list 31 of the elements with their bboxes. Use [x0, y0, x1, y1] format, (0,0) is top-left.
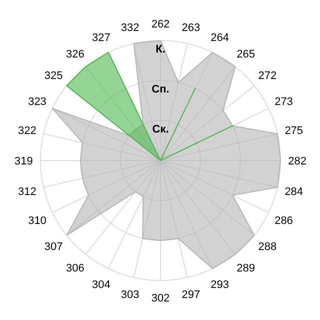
spoke-label: 322: [18, 125, 36, 138]
spoke-label: 303: [120, 288, 140, 301]
spoke-label: 275: [284, 125, 304, 138]
spoke-label: 297: [182, 288, 200, 301]
spoke-label: 327: [92, 32, 110, 44]
spoke-label: 312: [18, 186, 36, 198]
spoke-label: 323: [28, 96, 46, 108]
spoke-label: 325: [44, 70, 63, 82]
spoke-label: 288: [258, 240, 277, 253]
spoke-label: 302: [151, 292, 170, 304]
y-tick-label: Ск.: [152, 124, 169, 136]
spoke-label: 263: [182, 22, 200, 34]
spoke-label: 264: [210, 32, 230, 44]
y-tick-label: Сп.: [152, 84, 170, 96]
spoke-label: 306: [66, 262, 84, 274]
spoke-label: 293: [210, 278, 230, 291]
spoke-label: 319: [14, 156, 33, 168]
spoke-label: 326: [66, 48, 84, 61]
spoke-label: 310: [28, 214, 46, 227]
y-tick-label: К.: [156, 44, 166, 56]
spoke-label: 265: [236, 48, 255, 61]
spoke-label: 304: [92, 278, 110, 291]
spoke-label: 284: [284, 186, 304, 198]
spoke-label: 273: [274, 96, 293, 108]
spoke-label: 282: [288, 156, 306, 168]
spoke-label: 286: [274, 214, 293, 227]
spoke-label: 332: [120, 22, 140, 34]
spoke-label: 307: [44, 240, 63, 253]
spoke-label: 262: [151, 18, 170, 31]
spoke-label: 289: [236, 262, 255, 274]
spoke-label: 272: [258, 70, 277, 82]
